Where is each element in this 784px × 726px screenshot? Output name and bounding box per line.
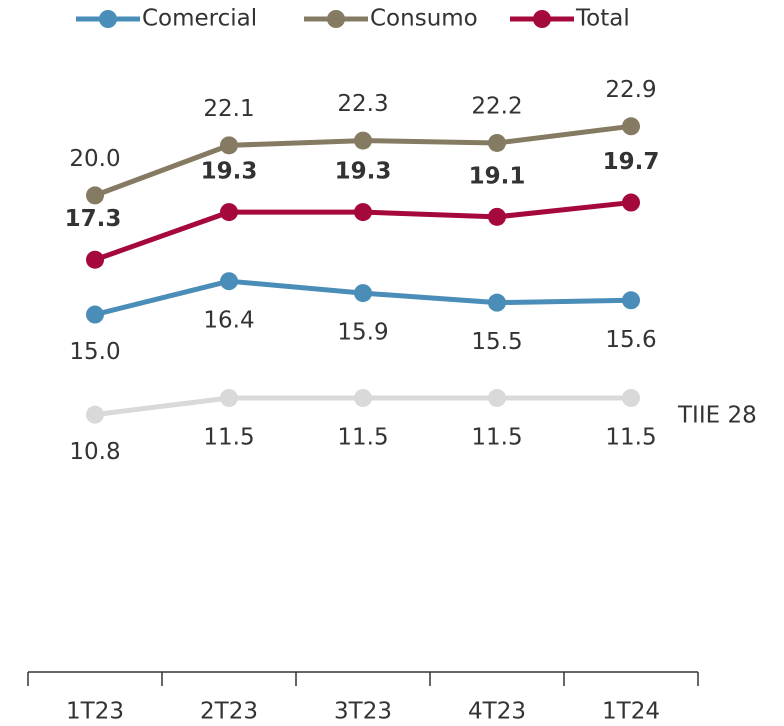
x-tick-label: 4T23	[468, 699, 526, 725]
data-label: 20.0	[69, 146, 120, 172]
marker	[488, 207, 506, 226]
data-label: 11.5	[471, 424, 522, 450]
marker	[86, 186, 104, 205]
legend-marker	[327, 10, 345, 28]
data-label: 15.6	[605, 327, 656, 353]
marker	[354, 284, 372, 303]
data-label: 10.8	[69, 439, 120, 465]
legend-label: Comercial	[142, 6, 257, 32]
marker	[354, 388, 372, 407]
marker	[220, 203, 238, 222]
data-label: 15.0	[69, 339, 120, 365]
data-label: 22.2	[471, 93, 522, 119]
legend-label: Total	[575, 6, 630, 32]
data-label: 22.9	[605, 77, 656, 103]
marker	[86, 305, 104, 324]
data-label: 22.1	[203, 96, 254, 122]
legend-marker	[533, 10, 551, 28]
marker	[86, 405, 104, 424]
marker	[622, 291, 640, 310]
legend-label: Consumo	[370, 6, 478, 32]
data-label: 11.5	[337, 424, 388, 450]
marker	[488, 388, 506, 407]
data-label: 11.5	[605, 424, 656, 450]
marker	[488, 133, 506, 152]
marker	[354, 203, 372, 222]
marker	[622, 117, 640, 136]
marker	[86, 250, 104, 269]
marker	[220, 388, 238, 407]
marker	[220, 272, 238, 291]
data-label: 19.1	[469, 163, 526, 189]
data-label: 17.3	[65, 206, 122, 232]
x-tick-label: 2T23	[200, 699, 258, 725]
marker	[488, 293, 506, 312]
x-tick-label: 1T24	[602, 699, 660, 725]
marker	[220, 136, 238, 155]
data-label: 15.9	[337, 320, 388, 346]
marker	[622, 388, 640, 407]
data-label: 16.4	[203, 308, 254, 334]
data-label: 15.5	[471, 329, 522, 355]
x-tick-label: 1T23	[66, 699, 124, 725]
data-label: 19.3	[335, 159, 392, 185]
data-label: 19.7	[603, 149, 660, 175]
marker	[354, 131, 372, 150]
x-tick-label: 3T23	[334, 699, 392, 725]
series-label: TIIE 28	[677, 402, 757, 428]
data-label: 11.5	[203, 424, 254, 450]
marker	[622, 193, 640, 212]
data-label: 19.3	[201, 159, 258, 185]
data-label: 22.3	[337, 91, 388, 117]
legend-marker	[99, 10, 117, 28]
